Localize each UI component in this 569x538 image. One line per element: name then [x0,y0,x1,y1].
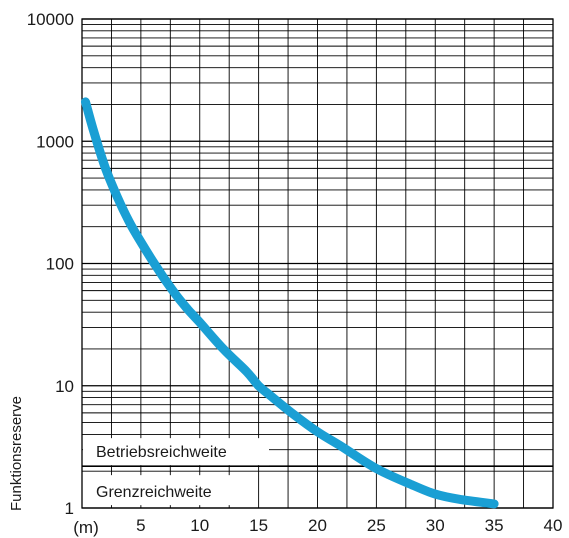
y-tick-label: 1 [65,499,74,518]
x-tick-label: 35 [485,516,504,535]
region-label-bg-below [83,475,253,506]
x-tick-label: 5 [136,516,145,535]
x-tick-label: 10 [190,516,209,535]
x-tick-label: 30 [426,516,445,535]
x-tick-label: 20 [308,516,327,535]
series-line [81,97,499,509]
y-axis-label: Funktionsreserve [8,396,25,511]
y-tick-label: 1000 [36,132,74,151]
x-tick-label: 40 [544,516,563,535]
region-label-limit-range: Grenzreichweite [96,484,212,501]
y-tick-label: 10 [55,377,74,396]
region-label-operating-range: Betriebsreichweite [96,444,227,461]
x-tick-label: 25 [367,516,386,535]
tick-labels: 5 10 15 20 25 30 35 40 1 10 100 1000 10000 [27,10,563,535]
region-label-bg-above [83,438,269,466]
y-tick-label: 10000 [27,10,74,29]
x-tick-label: 15 [249,516,268,535]
plot-frame [81,18,554,509]
y-tick-label: 100 [46,255,74,274]
x-unit-label: (m) [73,518,98,537]
